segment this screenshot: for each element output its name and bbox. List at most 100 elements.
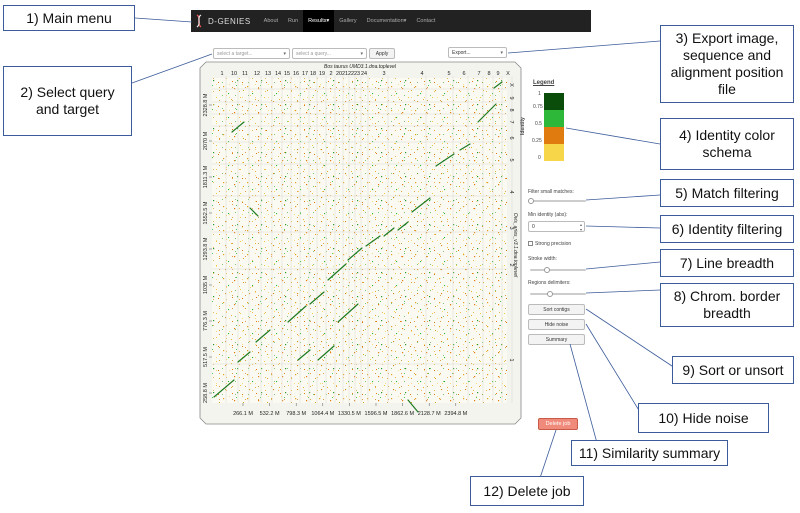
top-tick-label: 18 xyxy=(310,71,316,77)
identity-legend xyxy=(544,93,564,161)
left-tick-label: 776.3 M xyxy=(203,311,209,331)
callout-hide-noise: 10) Hide noise xyxy=(638,403,769,433)
left-tick-label: 1293.8 M xyxy=(203,237,209,260)
stroke-width-label: Stroke width: xyxy=(528,256,557,262)
alignment-segment xyxy=(317,345,335,361)
alignment-lines xyxy=(213,81,503,413)
top-tick-label: 17 xyxy=(302,71,308,77)
alignment-segment xyxy=(459,143,471,151)
right-tick-label: 9 xyxy=(508,96,514,99)
left-tick-label: 517.5 M xyxy=(203,347,209,367)
nav-run[interactable]: Run xyxy=(288,18,299,24)
plot-title: Bos taurus UMD3.1.dna.toplevel xyxy=(324,64,397,70)
stroke-slider-track[interactable] xyxy=(530,269,586,271)
filter-label: Filter small matches: xyxy=(528,189,574,195)
callout-similarity-summary: 11) Similarity summary xyxy=(571,440,728,466)
chevron-down-icon: ▾ xyxy=(360,51,363,57)
left-axis: 2328.8 M 2070 M 1811.3 M 1552.5 M 1293.8 M 10… xyxy=(203,93,212,403)
chevron-down-icon: ▾ xyxy=(283,51,286,57)
nav-about[interactable]: About xyxy=(263,18,279,24)
summary-button[interactable]: Summary xyxy=(528,334,585,345)
alignment-segment xyxy=(407,399,419,413)
callout-main-menu: 1) Main menu xyxy=(3,5,135,31)
alignment-segment xyxy=(347,247,363,261)
top-tick-label: 24 xyxy=(361,71,367,77)
left-tick-label: 2328.8 M xyxy=(203,93,209,116)
query-select[interactable]: select a query... ▾ xyxy=(292,48,367,59)
export-select-value: Export... xyxy=(452,49,471,56)
strong-precision-checkbox[interactable] xyxy=(528,241,533,246)
alignment-segment xyxy=(287,305,307,323)
left-tick-label: 1811.3 M xyxy=(203,165,209,188)
legend-swatch-mid-low xyxy=(544,127,564,144)
top-tick-label: 3 xyxy=(382,71,385,77)
top-tick-label: 1 xyxy=(220,71,223,77)
stroke-slider-handle[interactable] xyxy=(544,267,550,273)
brand[interactable]: D-GENIES xyxy=(194,14,251,28)
bottom-tick-label: 1064.4 M xyxy=(311,411,334,417)
callout-export: 3) Export image, sequence and alignment … xyxy=(660,25,794,103)
alignment-segment xyxy=(309,291,325,305)
legend-swatch-mid-high xyxy=(544,110,564,127)
right-tick-label: 6 xyxy=(508,136,514,139)
top-tick-label: 21 xyxy=(342,71,348,77)
alignment-segment xyxy=(213,379,235,398)
legend-level-025: 0.25 xyxy=(532,138,542,144)
legend-swatch-low xyxy=(544,144,564,161)
alignment-segment xyxy=(411,197,431,213)
alignment-segment xyxy=(493,81,503,89)
alignment-segment xyxy=(365,235,381,247)
legend-level-05: 0.5 xyxy=(535,121,542,127)
query-select-value: select a query... xyxy=(296,50,331,57)
bottom-tick-label: 1330.5 M xyxy=(338,411,361,417)
alignment-segment xyxy=(231,121,245,133)
filter-slider-handle[interactable] xyxy=(528,198,534,204)
top-tick-label: X xyxy=(506,71,510,77)
alignment-segment xyxy=(255,329,271,343)
top-tick-label: 14 xyxy=(275,71,281,77)
hide-noise-button[interactable]: Hide noise xyxy=(528,319,585,330)
nav-results[interactable]: Results▾ xyxy=(303,10,335,32)
legend-title: Legend xyxy=(533,80,555,86)
nav-documentation[interactable]: Documentation▾ xyxy=(366,18,407,24)
delete-job-button[interactable]: Delete job xyxy=(538,418,578,430)
callout-delete-job: 12) Delete job xyxy=(470,476,584,506)
chromosome-delimiters xyxy=(212,76,513,403)
export-select[interactable]: Export... ▾ xyxy=(448,47,507,58)
top-tick-label: 4 xyxy=(420,71,423,77)
min-identity-value: 0 xyxy=(532,223,535,230)
alignment-segment xyxy=(383,227,395,237)
top-tick-label: 12 xyxy=(254,71,260,77)
top-tick-label: 5 xyxy=(447,71,450,77)
target-select[interactable]: select a target... ▾ xyxy=(213,48,290,59)
dot-plot[interactable]: Bos taurus UMD3.1.dna.toplevel 1 10 11 12 13… xyxy=(198,60,523,432)
top-tick-label: 22 xyxy=(348,71,354,77)
left-tick-label: 1552.5 M xyxy=(203,201,209,224)
bottom-tick-label: 1596.5 M xyxy=(365,411,388,417)
callout-chrom-border: 8) Chrom. border breadth xyxy=(660,283,794,327)
stepper-arrows-icon[interactable]: ▴ ▾ xyxy=(579,222,582,232)
filter-slider-track[interactable] xyxy=(530,200,586,202)
top-tick-label: 19 xyxy=(319,71,325,77)
bottom-axis: 266.1 M 532.2 M 798.3 M 1064.4 M 1330.5 M 159… xyxy=(233,403,468,417)
nav-gallery[interactable]: Gallery xyxy=(339,18,357,24)
apply-button[interactable]: Apply xyxy=(369,48,395,59)
top-tick-label: 13 xyxy=(265,71,271,77)
right-tick-label: 5 xyxy=(508,158,514,161)
alignment-segment xyxy=(237,351,251,363)
top-tick-label: 9 xyxy=(496,71,499,77)
regions-label: Regions delimiters: xyxy=(528,280,571,286)
min-identity-input[interactable]: 0 ▴ ▾ xyxy=(528,221,585,232)
top-tick-label: 20 xyxy=(336,71,342,77)
dna-logo-icon xyxy=(196,14,202,28)
regions-slider-track[interactable] xyxy=(530,293,586,295)
alignment-segment xyxy=(397,221,409,231)
sort-contigs-button[interactable]: Sort contigs xyxy=(528,304,585,315)
min-identity-label: Min identity (abs): xyxy=(528,212,568,218)
top-tick-label: 7 xyxy=(477,71,480,77)
regions-slider-handle[interactable] xyxy=(547,291,553,297)
nav-contact[interactable]: Contact xyxy=(416,18,436,24)
right-tick-label: 1 xyxy=(508,358,514,361)
right-tick-label: 8 xyxy=(508,108,514,111)
